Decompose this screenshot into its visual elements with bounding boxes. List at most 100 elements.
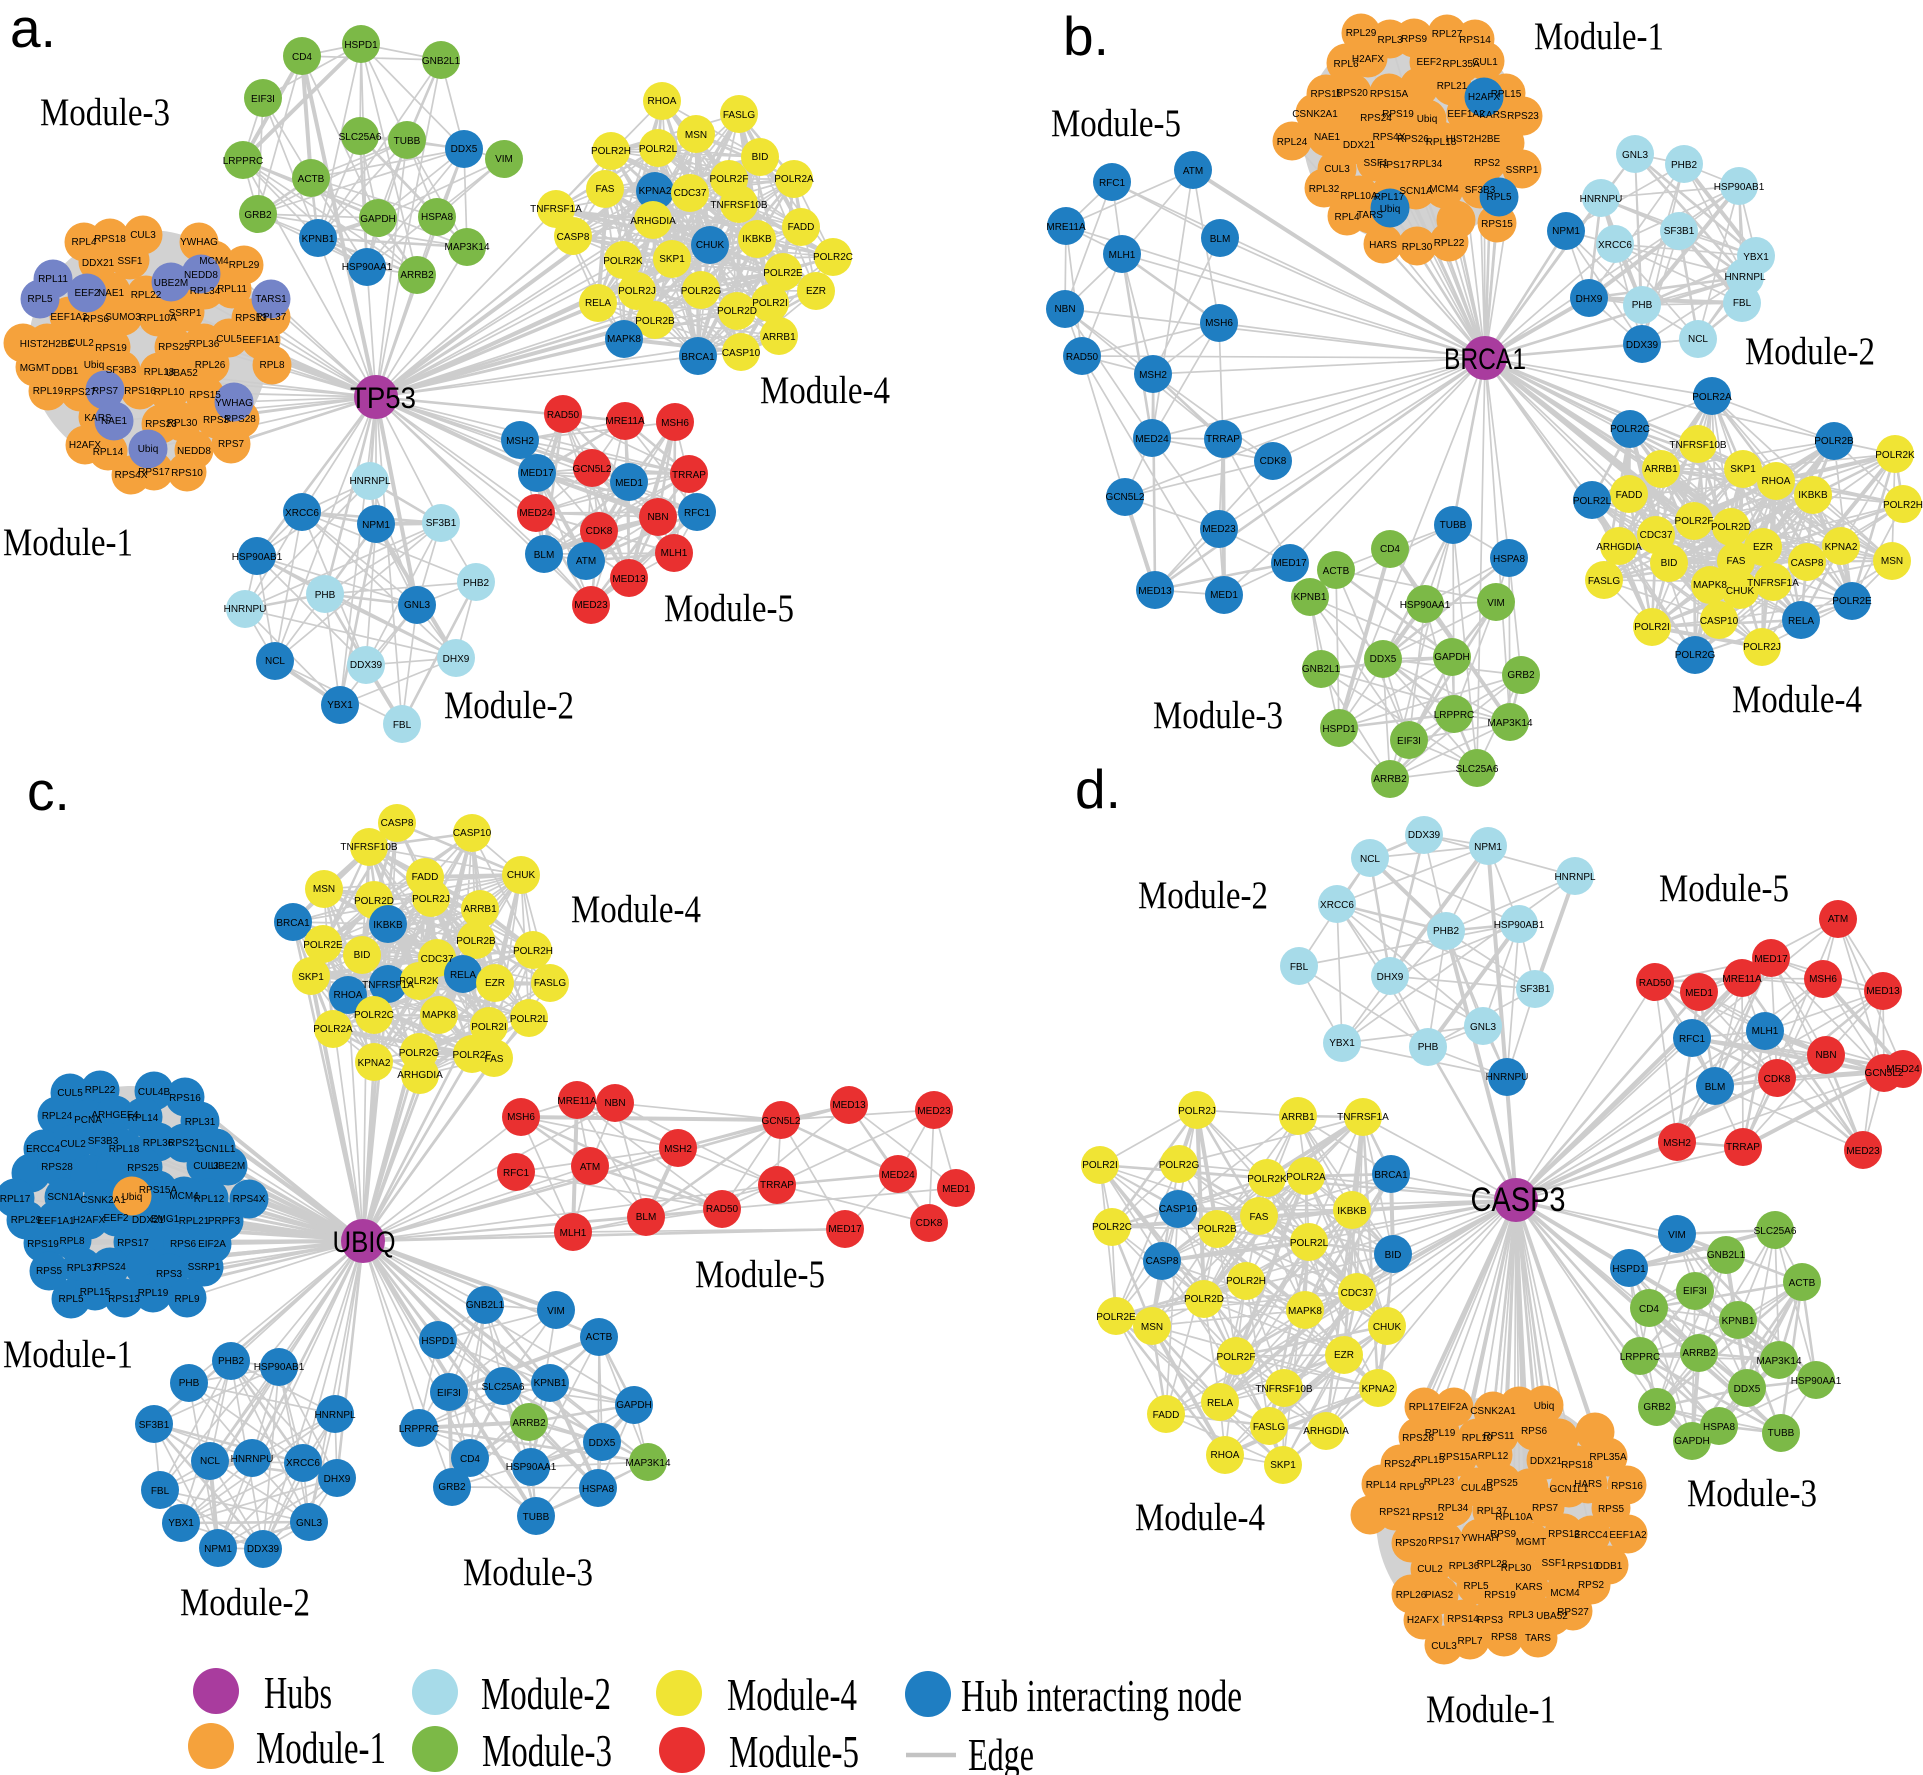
svg-text:MRE11A: MRE11A xyxy=(605,416,645,427)
svg-text:SKP1: SKP1 xyxy=(298,972,324,983)
svg-text:MSN: MSN xyxy=(1141,1322,1163,1333)
svg-text:TNFRSF1A: TNFRSF1A xyxy=(530,204,582,215)
svg-text:RPL37: RPL37 xyxy=(1477,1506,1508,1517)
svg-text:FASLG: FASLG xyxy=(1253,1422,1285,1433)
svg-text:CDC37: CDC37 xyxy=(1341,1288,1374,1299)
svg-text:RFC1: RFC1 xyxy=(1679,1034,1706,1045)
svg-text:POLR2C: POLR2C xyxy=(813,252,853,263)
svg-text:BLM: BLM xyxy=(1210,234,1231,245)
svg-text:POLR2H: POLR2H xyxy=(1883,500,1923,511)
svg-text:GCN5L2: GCN5L2 xyxy=(573,464,612,475)
svg-text:Module-4: Module-4 xyxy=(571,888,701,931)
svg-text:MGMT: MGMT xyxy=(20,363,51,374)
svg-text:POLR2K: POLR2K xyxy=(399,976,439,987)
svg-text:BID: BID xyxy=(1385,1250,1402,1261)
svg-text:RPS7: RPS7 xyxy=(1532,1503,1559,1514)
svg-text:GNL3: GNL3 xyxy=(1622,150,1649,161)
svg-text:POLR2F: POLR2F xyxy=(1217,1352,1256,1363)
svg-text:Module-2: Module-2 xyxy=(1745,330,1875,373)
svg-text:MRE11A: MRE11A xyxy=(557,1096,597,1107)
svg-text:TNFRSF10B: TNFRSF10B xyxy=(1255,1384,1313,1395)
svg-text:Module-5: Module-5 xyxy=(729,1726,859,1775)
svg-text:RPL17: RPL17 xyxy=(1374,192,1405,203)
svg-text:CUL3: CUL3 xyxy=(130,230,156,241)
svg-text:HSPD1: HSPD1 xyxy=(1612,1264,1646,1275)
svg-text:MED17: MED17 xyxy=(1754,954,1788,965)
svg-text:ARHGDIA: ARHGDIA xyxy=(397,1070,443,1081)
svg-text:SCN1A: SCN1A xyxy=(1399,186,1433,197)
svg-text:MRE11A: MRE11A xyxy=(1722,974,1762,985)
svg-text:UBE2M: UBE2M xyxy=(211,1161,245,1172)
svg-text:RPS28: RPS28 xyxy=(41,1162,73,1173)
svg-text:RPL30: RPL30 xyxy=(1501,1563,1532,1574)
svg-text:ACTB: ACTB xyxy=(1789,1278,1816,1289)
svg-text:NCL: NCL xyxy=(265,656,285,667)
svg-text:Module-4: Module-4 xyxy=(727,1669,857,1720)
svg-text:GNB2L1: GNB2L1 xyxy=(1302,664,1341,675)
svg-text:BID: BID xyxy=(354,950,371,961)
svg-text:FAS: FAS xyxy=(1727,556,1746,567)
svg-text:RPL12: RPL12 xyxy=(194,1194,225,1205)
svg-text:SF3B3: SF3B3 xyxy=(1465,185,1496,196)
svg-text:TRRAP: TRRAP xyxy=(672,470,706,481)
svg-text:YWHAH: YWHAH xyxy=(1461,1533,1498,1544)
svg-text:FADD: FADD xyxy=(788,222,815,233)
svg-text:CUL5: CUL5 xyxy=(216,334,242,345)
svg-text:Module-5: Module-5 xyxy=(664,587,794,630)
svg-text:RFC1: RFC1 xyxy=(1099,178,1126,189)
svg-text:RPS24: RPS24 xyxy=(1360,113,1392,124)
svg-text:GAPDH: GAPDH xyxy=(616,1400,652,1411)
svg-text:RPL7: RPL7 xyxy=(1457,1636,1482,1647)
svg-text:MED23: MED23 xyxy=(1846,1146,1880,1157)
svg-text:BRCA1: BRCA1 xyxy=(1444,343,1526,376)
svg-text:DDX5: DDX5 xyxy=(1734,1384,1761,1395)
svg-text:RPL14: RPL14 xyxy=(1366,1480,1397,1491)
svg-text:RPL5: RPL5 xyxy=(27,294,52,305)
svg-text:POLR2H: POLR2H xyxy=(591,146,631,157)
svg-text:EEF1A2: EEF1A2 xyxy=(1609,1530,1647,1541)
svg-text:MED24: MED24 xyxy=(1886,1064,1920,1075)
svg-text:TNFRSF10B: TNFRSF10B xyxy=(710,200,768,211)
svg-text:DDB1: DDB1 xyxy=(1596,1561,1623,1572)
svg-text:CASP10: CASP10 xyxy=(1700,616,1739,627)
svg-text:MSN: MSN xyxy=(685,130,707,141)
svg-text:IKBKB: IKBKB xyxy=(742,234,772,245)
svg-text:RPL24: RPL24 xyxy=(42,1111,73,1122)
svg-text:RPS12: RPS12 xyxy=(1412,1512,1444,1523)
svg-text:CD4: CD4 xyxy=(1380,544,1400,555)
svg-text:POLR2A: POLR2A xyxy=(1286,1172,1326,1183)
svg-text:TNFRSF10B: TNFRSF10B xyxy=(340,842,398,853)
svg-text:MAP3K14: MAP3K14 xyxy=(625,1458,670,1469)
svg-text:SKP1: SKP1 xyxy=(1730,464,1756,475)
svg-text:RPS10: RPS10 xyxy=(171,468,203,479)
svg-text:RPS15: RPS15 xyxy=(1481,219,1513,230)
svg-text:FAS: FAS xyxy=(596,184,615,195)
svg-text:DDX5: DDX5 xyxy=(451,144,478,155)
svg-text:RPS15A: RPS15A xyxy=(139,1185,178,1196)
svg-text:SSRP1: SSRP1 xyxy=(1506,165,1539,176)
svg-text:SF3B3: SF3B3 xyxy=(88,1136,119,1147)
svg-text:KARS: KARS xyxy=(1515,1582,1543,1593)
svg-text:VIM: VIM xyxy=(547,1306,565,1317)
svg-text:RPS3: RPS3 xyxy=(1477,1615,1504,1626)
svg-text:POLR2B: POLR2B xyxy=(456,936,496,947)
svg-text:DDX5: DDX5 xyxy=(589,1438,616,1449)
svg-text:Module-1: Module-1 xyxy=(1534,15,1664,58)
svg-text:NAE1: NAE1 xyxy=(1314,132,1341,143)
svg-text:ARRB1: ARRB1 xyxy=(1644,464,1678,475)
svg-text:DHX9: DHX9 xyxy=(1576,294,1603,305)
svg-text:SF3B1: SF3B1 xyxy=(1664,226,1695,237)
svg-text:SF3B1: SF3B1 xyxy=(139,1420,170,1431)
svg-text:TRRAP: TRRAP xyxy=(1206,434,1240,445)
svg-text:MCM4: MCM4 xyxy=(199,256,229,267)
svg-text:MSH6: MSH6 xyxy=(1809,974,1837,985)
svg-text:CUL2: CUL2 xyxy=(1417,1564,1443,1575)
svg-text:EIF3I: EIF3I xyxy=(1683,1286,1707,1297)
svg-text:CSNK2A1: CSNK2A1 xyxy=(1470,1406,1516,1417)
svg-text:RPL11: RPL11 xyxy=(38,274,68,285)
svg-text:POLR2H: POLR2H xyxy=(1226,1276,1266,1287)
svg-text:CASP3: CASP3 xyxy=(1471,1181,1566,1219)
svg-text:Module-3: Module-3 xyxy=(40,91,170,134)
svg-text:POLR2I: POLR2I xyxy=(1082,1160,1118,1171)
svg-text:MCM4: MCM4 xyxy=(169,1191,199,1202)
